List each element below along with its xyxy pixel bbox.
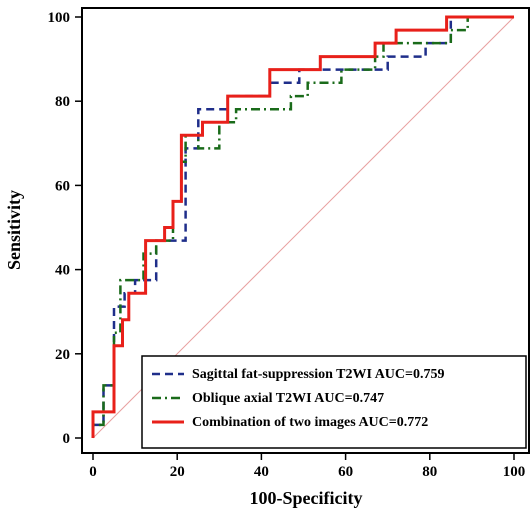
- x-axis-title: 100-Specificity: [250, 488, 363, 508]
- x-tick-label: 20: [170, 464, 185, 480]
- legend-label-3: Combination of two images AUC=0.772: [192, 415, 428, 430]
- x-tick-label: 100: [503, 464, 526, 480]
- series-layer: [91, 15, 514, 438]
- ticks-layer: 0 20 40 60 80 100 0 20 40 60 80 100: [48, 10, 526, 480]
- plot-area-frame: [81, 7, 530, 454]
- legend-label-1: Sagittal fat-suppression T2WI AUC=0.759: [192, 367, 445, 382]
- y-tick-label: 60: [55, 178, 70, 194]
- y-tick-label: 0: [63, 431, 71, 447]
- x-tick-label: 60: [338, 464, 353, 480]
- x-tick-label: 40: [254, 464, 269, 480]
- y-tick-label: 40: [55, 263, 70, 279]
- legend-label-2: Oblique axial T2WI AUC=0.747: [192, 391, 384, 406]
- series-line-3: [91, 15, 514, 438]
- legend-box: [141, 355, 527, 449]
- series-line-2: [91, 15, 514, 438]
- x-tick-label: 0: [89, 464, 97, 480]
- y-tick-label: 20: [55, 347, 70, 363]
- x-tick-label: 80: [422, 464, 437, 480]
- y-axis-title: Sensitivity: [4, 190, 24, 270]
- legend: Sagittal fat-suppression T2WI AUC=0.759 O…: [141, 355, 527, 449]
- y-tick-label: 100: [48, 10, 71, 26]
- y-tick-label: 80: [55, 94, 70, 110]
